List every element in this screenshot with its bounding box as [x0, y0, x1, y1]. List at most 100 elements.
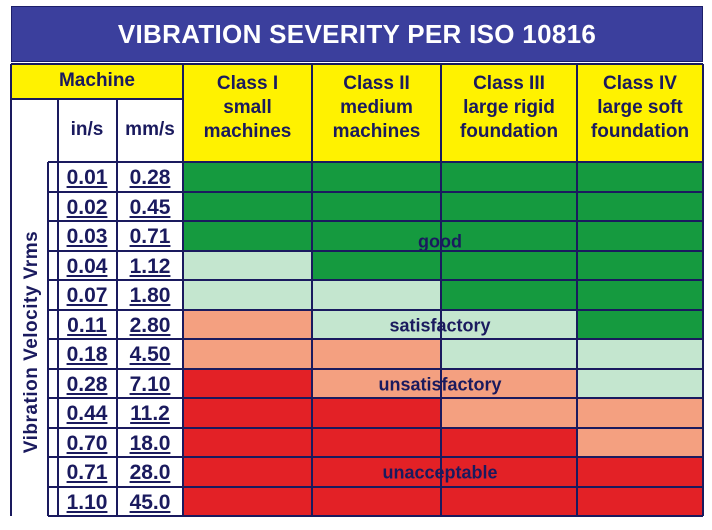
- zone-cell-good: [441, 221, 577, 251]
- zone-cell-good: [577, 162, 703, 192]
- row-divider: [48, 191, 703, 193]
- row-divider: [48, 427, 703, 429]
- unit-in-header: in/s: [58, 98, 116, 162]
- zone-cell-unacceptable: [312, 427, 441, 457]
- value-in-s: 0.18: [66, 343, 108, 366]
- value-in-s: 0.28: [66, 372, 108, 396]
- value-mm-s: 18.0: [129, 431, 171, 455]
- value-in-s: 0.02: [66, 195, 108, 219]
- zone-cell-good: [577, 309, 703, 339]
- row-divider: [48, 309, 703, 311]
- zone-cell-good: [183, 162, 312, 192]
- row-divider: [48, 279, 703, 281]
- row-divider: [48, 515, 703, 517]
- value-in-s: 0.03: [66, 225, 108, 248]
- zone-cell-good: [577, 221, 703, 251]
- zone-cell-unacceptable: [577, 457, 703, 487]
- row-divider: [48, 338, 703, 340]
- zone-cell-unacceptable: [183, 457, 312, 487]
- column-divider: [57, 98, 59, 516]
- zone-cell-good: [312, 162, 441, 192]
- zone-label-satisfactory: satisfactory: [389, 315, 491, 336]
- zone-cell-good: [577, 191, 703, 221]
- zone-cell-unacceptable: [577, 486, 703, 516]
- zone-cell-satisfactory: [183, 280, 312, 310]
- zone-cell-good: [577, 280, 703, 310]
- zone-cell-unacceptable: [441, 427, 577, 457]
- column-divider: [311, 64, 313, 516]
- row-divider: [48, 368, 703, 370]
- row-divider: [48, 456, 703, 458]
- value-mm-s: 4.50: [129, 343, 171, 366]
- class-3-header: Class III large rigid foundation: [441, 64, 577, 162]
- zone-cell-unacceptable: [183, 486, 312, 516]
- value-mm-s: 11.2: [130, 402, 170, 425]
- value-in-s: 0.01: [66, 166, 108, 189]
- zone-cell-good: [183, 191, 312, 221]
- unit-mm-header: mm/s: [117, 98, 183, 162]
- column-divider: [182, 64, 184, 516]
- class-3-name: Class III: [473, 73, 545, 94]
- class-1-name: Class I: [216, 73, 279, 94]
- column-divider: [576, 64, 578, 516]
- class-3-desc-1: large rigid: [463, 97, 555, 118]
- class-2-desc-2: machines: [332, 121, 421, 142]
- y-axis-label: Vibration Velocity Vrms: [21, 230, 42, 454]
- value-mm-s: 0.45: [129, 195, 171, 219]
- zone-cell-satisfactory: [577, 368, 703, 398]
- column-divider: [116, 98, 118, 516]
- class-4-name: Class IV: [603, 73, 677, 94]
- value-mm-s: 7.10: [129, 372, 171, 396]
- class-1-header: Class I small machines: [183, 64, 312, 162]
- zone-cell-unacceptable: [312, 486, 441, 516]
- zone-cell-good: [441, 250, 577, 280]
- outer-border: [10, 64, 12, 516]
- row-divider: [48, 161, 703, 163]
- class-2-name: Class II: [343, 73, 410, 94]
- value-mm-s: 2.80: [129, 313, 171, 337]
- zone-cell-unacceptable: [441, 457, 577, 487]
- zone-cell-satisfactory: [312, 280, 441, 310]
- zone-cell-satisfactory: [441, 339, 577, 369]
- value-in-s: 1.10: [66, 490, 108, 514]
- value-in-s: 0.07: [66, 284, 108, 307]
- value-mm-s: 28.0: [129, 461, 171, 484]
- zone-cell-unacceptable: [183, 427, 312, 457]
- class-2-desc-1: medium: [340, 97, 413, 118]
- value-in-s: 0.70: [66, 431, 108, 455]
- zone-cell-unsatisfactory: [312, 339, 441, 369]
- outer-border: [702, 64, 704, 516]
- value-mm-s: 0.28: [129, 166, 171, 189]
- header-top-border: [11, 63, 703, 65]
- column-divider: [440, 64, 442, 516]
- chart-title: VIBRATION SEVERITY PER ISO 10816: [11, 6, 703, 62]
- zone-cell-good: [441, 162, 577, 192]
- zone-label-unacceptable: unacceptable: [382, 462, 498, 483]
- zone-cell-good: [441, 191, 577, 221]
- value-in-s: 0.11: [67, 313, 107, 337]
- zone-cell-unacceptable: [183, 368, 312, 398]
- zone-cell-unacceptable: [183, 398, 312, 428]
- zone-cell-satisfactory: [183, 250, 312, 280]
- zone-cell-satisfactory: [312, 309, 441, 339]
- value-in-s: 0.44: [66, 402, 108, 425]
- class-4-desc-2: foundation: [590, 121, 690, 142]
- header-divider: [11, 98, 183, 100]
- zone-cell-unsatisfactory: [312, 368, 441, 398]
- machine-header: Machine: [11, 64, 183, 98]
- zone-cell-unacceptable: [312, 398, 441, 428]
- class-3-desc-2: foundation: [459, 121, 559, 142]
- class-4-desc-1: large soft: [597, 97, 683, 118]
- value-mm-s: 1.80: [129, 284, 171, 307]
- zone-cell-unacceptable: [312, 457, 441, 487]
- zone-cell-good: [183, 221, 312, 251]
- zone-label-good: good: [418, 231, 462, 252]
- column-divider: [47, 162, 49, 516]
- zone-cell-unsatisfactory: [441, 398, 577, 428]
- row-divider: [48, 486, 703, 488]
- zone-cell-good: [577, 250, 703, 280]
- class-1-desc-2: machines: [203, 121, 292, 142]
- value-mm-s: 1.12: [129, 254, 171, 278]
- class-2-header: Class II medium machines: [312, 64, 441, 162]
